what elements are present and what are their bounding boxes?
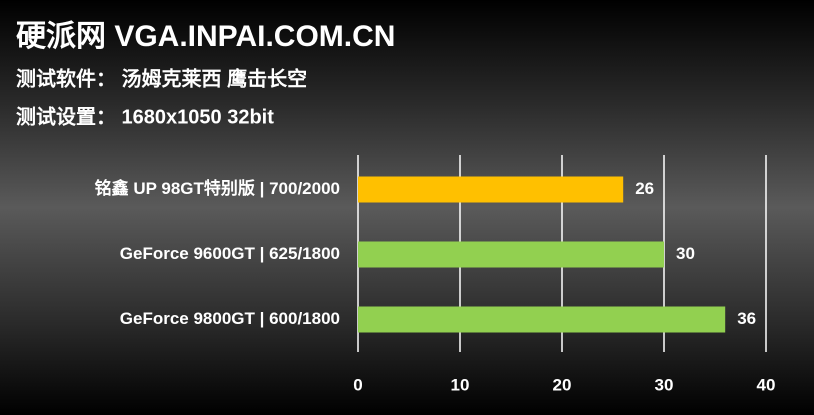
bar [358,176,624,203]
y-tick-label: GeForce 9600GT | 625/1800 [120,244,340,263]
subtitle: 测试设置： 1680x1050 32bit [16,105,274,128]
data-label: 26 [635,179,654,198]
bar [358,241,664,268]
y-tick-label: GeForce 9800GT | 600/1800 [120,309,340,328]
subtitle: 测试软件： 汤姆克莱西 鹰击长空 [16,66,307,90]
y-tick-label: 铭鑫 UP 98GT特别版 | 700/2000 [95,178,340,198]
x-tick-label: 10 [451,375,470,394]
data-label: 30 [676,244,695,263]
x-tick-label: 0 [353,375,362,394]
bar [358,306,726,333]
chart-title: 硬派网 VGA.INPAI.COM.CN [16,20,395,53]
data-label: 36 [737,309,756,328]
x-tick-label: 20 [553,375,572,394]
x-tick-label: 40 [757,375,776,394]
x-tick-label: 30 [655,375,674,394]
